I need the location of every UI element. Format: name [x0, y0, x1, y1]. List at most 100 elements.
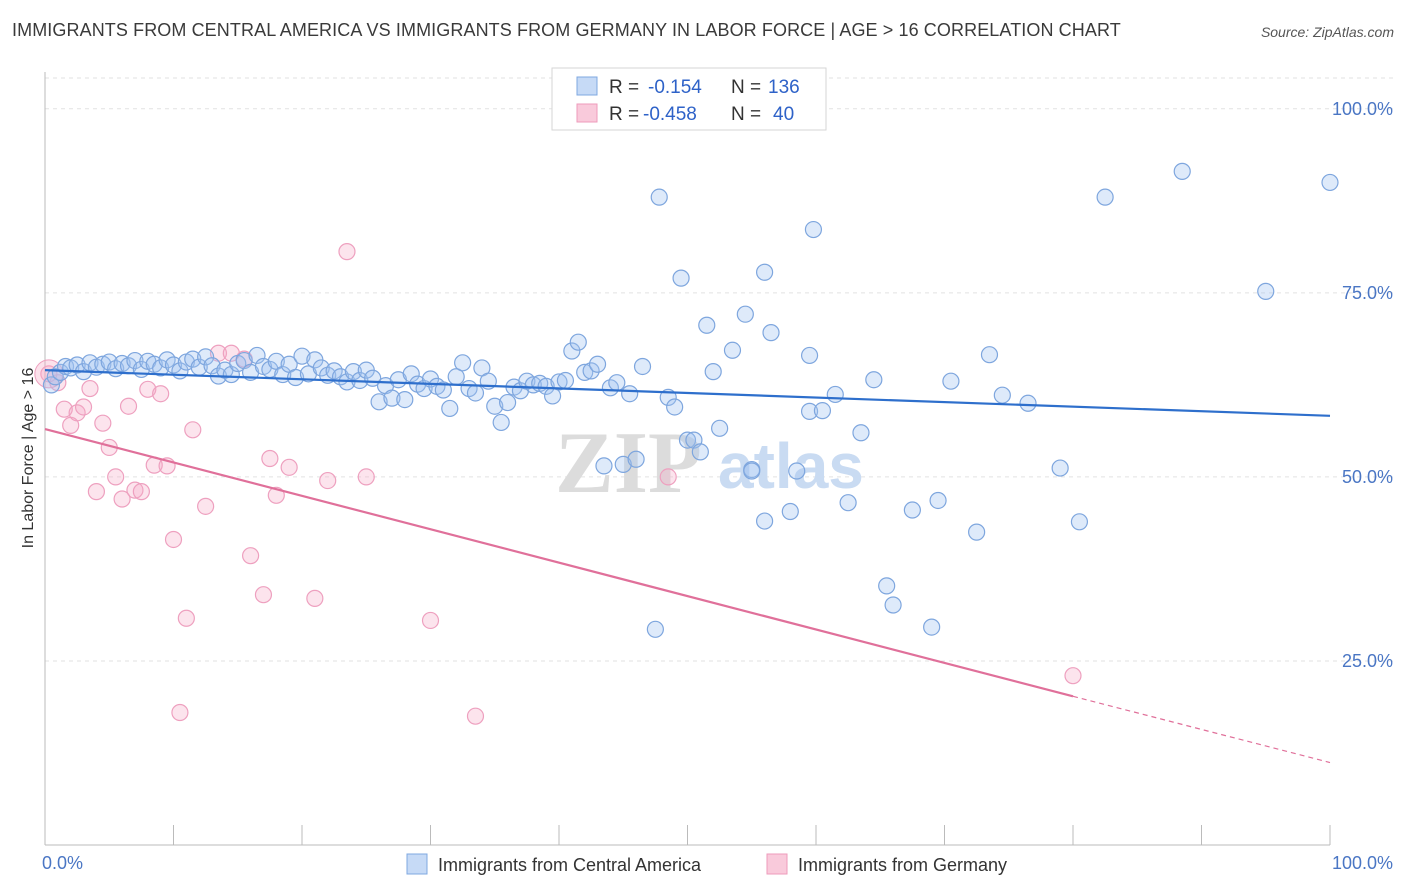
central-america-point	[293, 347, 311, 365]
y-tick-label: 75.0%	[1342, 283, 1393, 303]
central-america-point	[1321, 173, 1339, 192]
germany-point	[87, 483, 106, 501]
germany-point	[177, 609, 195, 627]
y-tick-labels: 25.0% 50.0% 75.0% 100.0%	[1332, 99, 1393, 671]
central-america-point	[678, 431, 697, 449]
central-america-point	[1257, 282, 1275, 300]
y-tick-label: 50.0%	[1342, 467, 1393, 487]
central-america-point	[42, 376, 61, 394]
germany-trendline-extension	[1072, 695, 1331, 764]
central-america-point	[755, 263, 774, 281]
legend-n-value-2: 40	[773, 104, 794, 125]
watermark-zip: ZIP	[555, 415, 702, 512]
central-america-point	[434, 381, 452, 399]
germany-point	[1064, 667, 1082, 685]
central-america-point	[454, 354, 472, 372]
y-tick-label: 100.0%	[1332, 99, 1393, 119]
legend-r-value-2: -0.458	[643, 104, 697, 125]
bottom-legend-label-central-america: Immigrants from Central America	[438, 855, 702, 875]
central-america-point	[402, 365, 420, 383]
legend-r-value-1: -0.154	[648, 77, 702, 98]
legend-n-label-2: N =	[731, 104, 761, 125]
central-america-point	[800, 346, 819, 365]
central-america-point	[492, 413, 510, 432]
central-america-point	[100, 353, 118, 371]
central-america-point	[650, 188, 668, 206]
central-america-point	[762, 324, 780, 342]
central-america-point	[929, 491, 947, 510]
central-america-point	[865, 371, 883, 389]
legend-r-label-1: R =	[609, 77, 639, 98]
central-america-point	[788, 462, 806, 480]
central-america-point	[344, 363, 362, 381]
central-america-point	[582, 362, 600, 380]
central-america-point	[781, 502, 799, 521]
germany-trendline	[44, 427, 1074, 698]
legend-box	[551, 67, 827, 131]
central-america-point	[627, 450, 645, 468]
germany-point	[107, 468, 125, 486]
chart-title: IMMIGRANTS FROM CENTRAL AMERICA VS IMMIG…	[12, 20, 1121, 40]
germany-point	[74, 398, 93, 416]
germany-point	[152, 385, 170, 403]
source-label: Source: ZipAtlas.com	[1260, 24, 1394, 40]
x-ticks	[173, 825, 1331, 845]
legend-n-value-1: 136	[768, 77, 800, 98]
central-america-point	[755, 512, 774, 530]
central-america-point	[691, 443, 709, 461]
central-america-point	[588, 355, 607, 373]
central-america-point	[614, 455, 632, 473]
central-america-point	[286, 368, 305, 387]
y-axis-title: In Labor Force | Age > 16	[20, 368, 37, 549]
central-america-point	[646, 620, 664, 638]
germany-point	[81, 379, 99, 398]
central-america-point	[556, 371, 575, 390]
germany-point	[132, 483, 150, 501]
central-america-point	[826, 385, 844, 404]
central-america-point	[608, 374, 626, 392]
central-america-point	[441, 399, 459, 418]
central-america-point	[576, 363, 594, 381]
central-america-point	[903, 501, 921, 519]
central-america-point	[723, 341, 742, 359]
central-america-point	[878, 577, 896, 595]
germany-point	[280, 458, 298, 476]
central-america-point	[852, 424, 870, 442]
central-america-point	[569, 333, 587, 351]
central-america-point	[524, 376, 542, 394]
central-america-point	[993, 386, 1011, 404]
germany-point	[119, 397, 138, 415]
central-america-point	[980, 346, 999, 364]
central-america-point	[666, 398, 684, 416]
central-america-point	[1019, 394, 1037, 412]
germany-point	[171, 703, 189, 722]
germany-point	[338, 243, 356, 261]
central-america-point	[743, 462, 761, 480]
central-america-point	[126, 351, 144, 370]
germany-point	[126, 481, 144, 499]
germany-points	[34, 243, 1082, 725]
x-tick-labels: 0.0% 100.0%	[42, 853, 1393, 873]
legend-swatch-central-america	[576, 76, 598, 96]
central-america-point	[800, 402, 819, 420]
central-america-point	[537, 377, 555, 395]
central-america-point	[736, 305, 754, 323]
germany-point	[164, 530, 183, 549]
central-america-point	[839, 494, 857, 512]
germany-point	[357, 468, 375, 486]
central-america-point	[1096, 188, 1114, 206]
y-tick-label: 25.0%	[1342, 651, 1393, 671]
germany-point	[55, 400, 73, 418]
central-america-point	[1070, 513, 1089, 531]
central-america-point	[1173, 162, 1191, 180]
germany-point	[319, 471, 337, 490]
central-america-point	[711, 419, 729, 437]
bottom-legend: Immigrants from Central America Immigran…	[406, 853, 1007, 875]
central-america-point	[164, 356, 183, 374]
germany-point	[659, 468, 677, 486]
central-america-point	[370, 393, 388, 411]
central-america-point	[942, 372, 960, 390]
central-america-point	[499, 393, 517, 412]
central-america-point	[884, 596, 902, 614]
germany-point	[261, 449, 279, 468]
